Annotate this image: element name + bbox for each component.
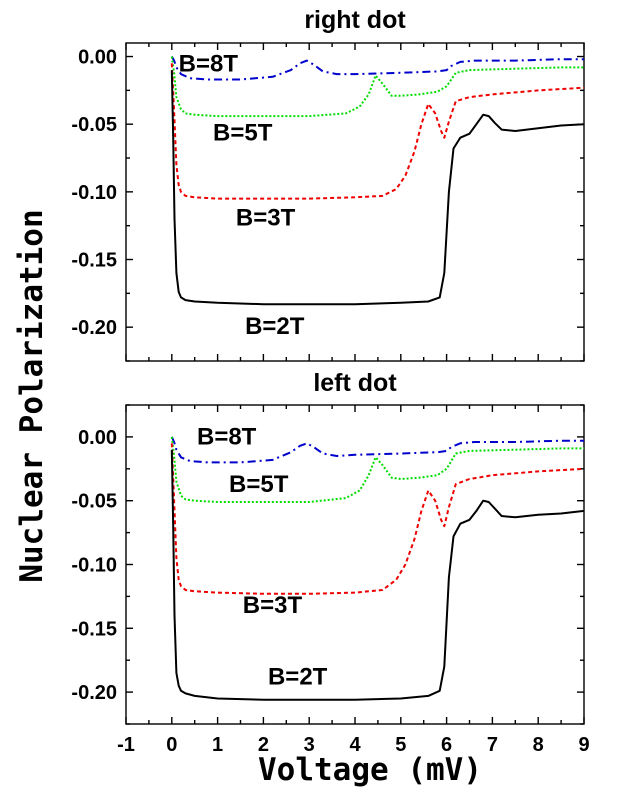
series-annotation: B=5T <box>229 471 289 498</box>
x-tick-label: 9 <box>578 734 589 756</box>
y-tick-label: -0.15 <box>71 250 117 272</box>
y-tick-label: -0.20 <box>71 682 117 704</box>
y-tick-label: 0.00 <box>78 427 117 449</box>
y-tick-label: -0.15 <box>71 618 117 640</box>
x-tick-label: 2 <box>258 734 269 756</box>
x-tick-label: -1 <box>117 734 135 756</box>
x-tick-label: 1 <box>212 734 223 756</box>
series-line <box>170 56 584 81</box>
panel-title: left dot <box>313 369 397 397</box>
series-line <box>170 443 585 595</box>
series-line <box>170 70 585 306</box>
series-annotation: B=2T <box>245 313 305 340</box>
x-tick-label: 7 <box>487 734 498 756</box>
y-tick-label: -0.05 <box>71 491 117 513</box>
x-tick-label: 3 <box>304 734 315 756</box>
series-annotation: B=3T <box>236 205 296 232</box>
y-axis-label: Nuclear Polarization <box>14 209 50 582</box>
y-tick-label: -0.20 <box>71 317 117 339</box>
series-annotation: B=8T <box>179 50 239 77</box>
y-tick-label: -0.10 <box>71 555 117 577</box>
y-tick-label: 0.00 <box>78 47 117 69</box>
y-tick-label: -0.05 <box>71 114 117 136</box>
plot-frame <box>125 404 585 725</box>
x-tick-label: 8 <box>533 734 544 756</box>
chart-panel: left dot -1 0 1 2 3 4 5 6 7 8 9 0.00 -0.05 -0.10 -0.15 -… <box>71 369 589 756</box>
series-line <box>170 56 584 118</box>
chart-panel: right dot 0.00 -0.05 -0.10 -0.15 -0.20 B=8T B=5… <box>71 6 585 362</box>
series-annotation: B=8T <box>197 424 257 451</box>
x-axis-label: Voltage (mV) <box>258 752 482 788</box>
series-annotation: B=3T <box>243 592 303 619</box>
series-annotation: B=2T <box>268 663 328 690</box>
series-line <box>170 449 585 701</box>
series-line <box>170 63 585 200</box>
plot-frame <box>125 42 585 362</box>
panel-title: right dot <box>304 6 406 34</box>
x-tick-label: 6 <box>441 734 452 756</box>
y-tick-label: -0.10 <box>71 182 117 204</box>
x-tick-label: 4 <box>349 734 361 756</box>
x-tick-label: 0 <box>166 734 177 756</box>
series-line <box>170 436 584 464</box>
series-line <box>170 436 584 503</box>
x-tick-label: 5 <box>395 734 406 756</box>
series-annotation: B=5T <box>213 119 273 146</box>
